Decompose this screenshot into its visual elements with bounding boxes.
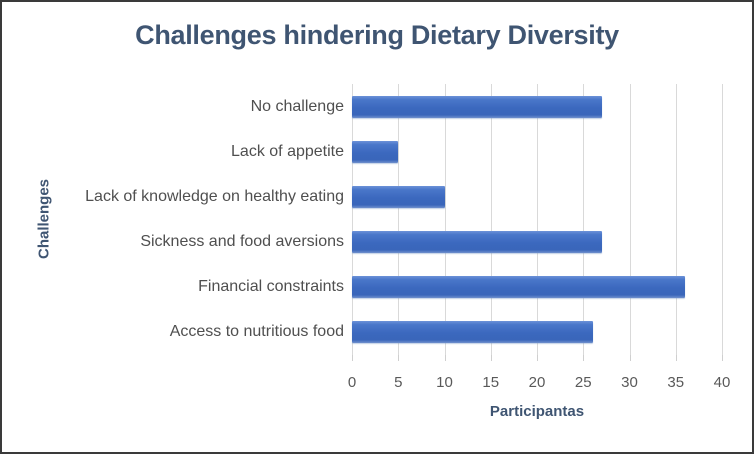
gridline (398, 84, 400, 355)
value-axis-tick-label: 10 (436, 374, 453, 391)
category-axis-label: No challenge (250, 97, 344, 115)
gridline (352, 84, 353, 355)
value-axis-tick-label: 35 (667, 374, 685, 391)
tick-mark (490, 355, 492, 361)
gridline (444, 84, 446, 355)
tick-mark (629, 355, 631, 361)
category-axis-label: Lack of knowledge on healthy eating (85, 187, 344, 205)
category-axis-label: Access to nutritious food (169, 323, 344, 341)
gridline (537, 84, 538, 355)
tick-mark (583, 355, 585, 361)
tick-mark (444, 355, 446, 361)
bar-no-challenge (352, 95, 602, 118)
value-axis-tick-label: 30 (621, 374, 638, 391)
gridline (675, 84, 677, 355)
bar-lack-of-appetite (352, 140, 399, 163)
bar-sickness-and-food-aversions (352, 231, 602, 254)
x-axis-title: Participantas (489, 403, 585, 420)
tick-mark (352, 355, 353, 361)
value-axis-tick-label: 25 (574, 374, 592, 391)
gridline (490, 84, 492, 355)
gridline (629, 84, 631, 355)
bar-access-to-nutritious-food (352, 321, 593, 344)
bar-lack-of-knowledge-on-healthy-eating (352, 185, 445, 208)
chart-title: Challenges hindering Dietary Diversity (135, 20, 619, 50)
category-axis-label: Sickness and food aversions (140, 233, 344, 251)
value-axis-tick-label: 0 (347, 374, 357, 391)
bar-financial-constraints (352, 276, 685, 299)
value-axis-tick-label: 5 (394, 374, 403, 391)
plot-area (352, 84, 723, 355)
gridline (583, 84, 585, 355)
tick-mark (675, 355, 677, 361)
category-axis-label: Financial constraints (198, 278, 344, 296)
tick-mark (722, 355, 723, 361)
category-axis-label: Lack of appetite (231, 142, 344, 160)
tick-mark (398, 355, 400, 361)
value-axis-tick-label: 20 (528, 374, 546, 391)
tick-mark (537, 355, 538, 361)
value-axis-tick-label: 15 (482, 374, 500, 391)
gridline (722, 84, 723, 355)
value-axis-tick-label: 40 (713, 374, 731, 391)
